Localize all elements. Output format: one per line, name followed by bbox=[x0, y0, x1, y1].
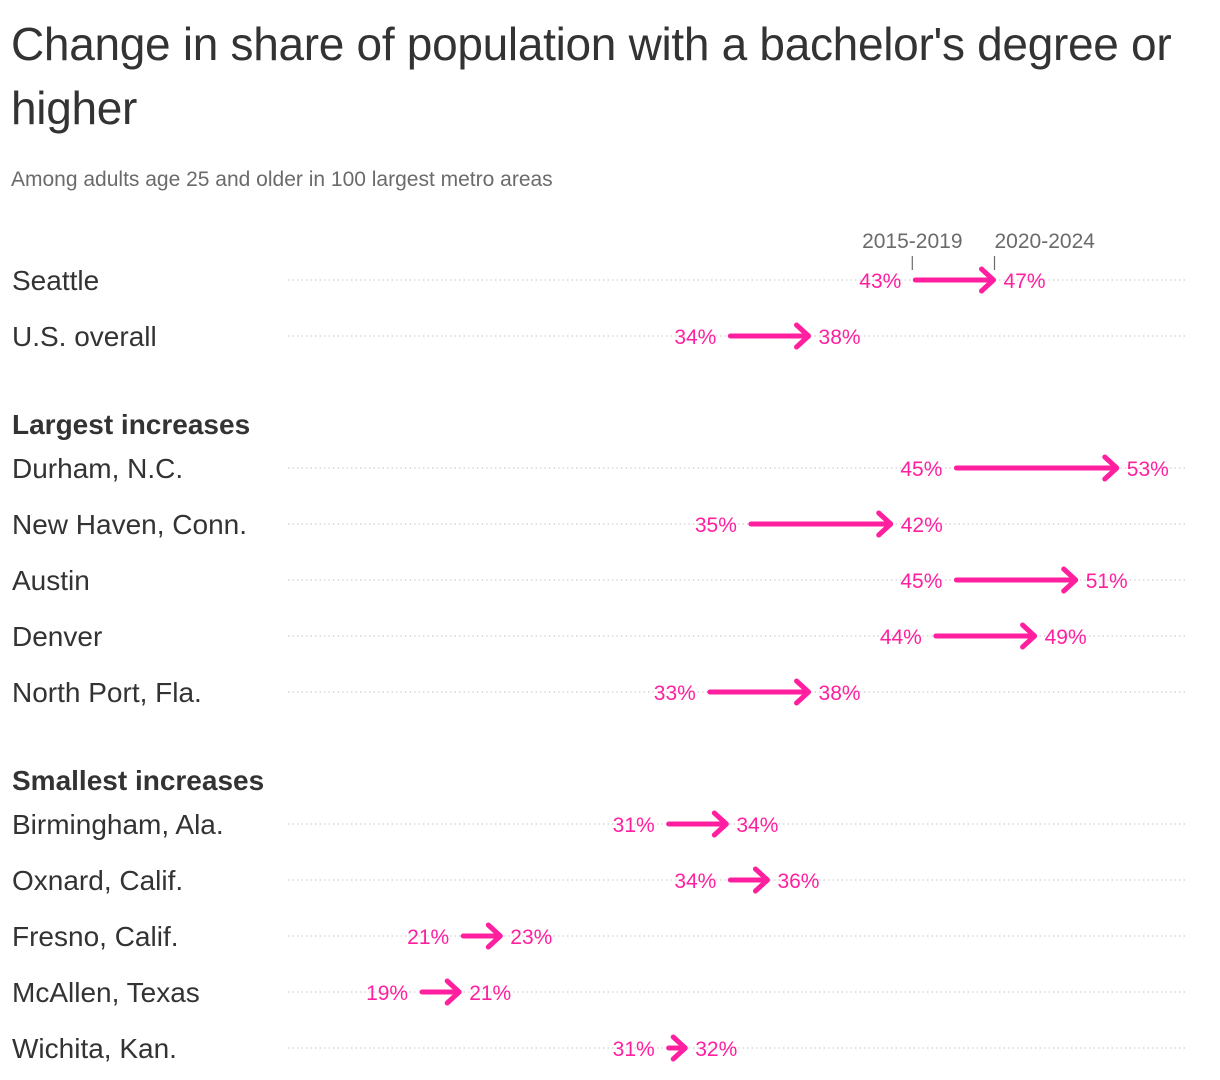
start-value-label: 33% bbox=[654, 682, 696, 705]
end-value-label: 38% bbox=[819, 326, 861, 349]
arrow-head bbox=[794, 322, 812, 350]
legend-start-label: 2015-2019 bbox=[862, 230, 962, 253]
end-value-label: 38% bbox=[819, 682, 861, 705]
arrow-head bbox=[876, 510, 894, 538]
group-label: Smallest increases bbox=[12, 765, 264, 796]
end-value-label: 47% bbox=[1004, 270, 1046, 293]
arrow-head bbox=[1020, 622, 1038, 650]
start-value-label: 45% bbox=[900, 458, 942, 481]
row-label: Austin bbox=[12, 565, 90, 596]
row-label: North Port, Fla. bbox=[12, 677, 202, 708]
arrow-head bbox=[670, 1034, 688, 1062]
start-value-label: 34% bbox=[674, 870, 716, 893]
start-value-label: 19% bbox=[366, 982, 408, 1005]
end-value-label: 23% bbox=[510, 926, 552, 949]
start-value-label: 31% bbox=[613, 814, 655, 837]
row-label: Oxnard, Calif. bbox=[12, 865, 183, 896]
start-value-label: 35% bbox=[695, 514, 737, 537]
row-label: Wichita, Kan. bbox=[12, 1033, 177, 1064]
end-value-label: 49% bbox=[1045, 626, 1087, 649]
chart-subtitle: Among adults age 25 and older in 100 lar… bbox=[11, 168, 553, 191]
group-label: Largest increases bbox=[12, 409, 250, 440]
start-value-label: 21% bbox=[407, 926, 449, 949]
arrow-head bbox=[1061, 566, 1079, 594]
row-label: Fresno, Calif. bbox=[12, 921, 179, 952]
start-value-label: 43% bbox=[859, 270, 901, 293]
arrow-head bbox=[752, 866, 770, 894]
row-label: Denver bbox=[12, 621, 102, 652]
row-label: McAllen, Texas bbox=[12, 977, 200, 1008]
arrow-head bbox=[711, 810, 729, 838]
row-label: Birmingham, Ala. bbox=[12, 809, 224, 840]
arrow-head bbox=[485, 922, 503, 950]
row-label: Seattle bbox=[12, 265, 99, 296]
end-value-label: 53% bbox=[1127, 458, 1169, 481]
row-label: U.S. overall bbox=[12, 321, 157, 352]
arrow-head bbox=[979, 266, 996, 294]
end-value-label: 36% bbox=[777, 870, 819, 893]
start-value-label: 34% bbox=[674, 326, 716, 349]
start-value-label: 45% bbox=[900, 570, 942, 593]
start-value-label: 44% bbox=[880, 626, 922, 649]
end-value-label: 34% bbox=[736, 814, 778, 837]
start-value-label: 31% bbox=[613, 1038, 655, 1061]
chart-title: Change in share of population with a bac… bbox=[11, 18, 1172, 134]
end-value-label: 42% bbox=[901, 514, 943, 537]
arrow-head bbox=[444, 978, 462, 1006]
row-label: Durham, N.C. bbox=[12, 453, 183, 484]
end-value-label: 21% bbox=[469, 982, 511, 1005]
arrow-head bbox=[1102, 454, 1120, 482]
arrow-head bbox=[794, 678, 812, 706]
end-value-label: 32% bbox=[695, 1038, 737, 1061]
end-value-label: 51% bbox=[1086, 570, 1128, 593]
row-label: New Haven, Conn. bbox=[12, 509, 247, 540]
legend-end-label: 2020-2024 bbox=[995, 230, 1096, 253]
